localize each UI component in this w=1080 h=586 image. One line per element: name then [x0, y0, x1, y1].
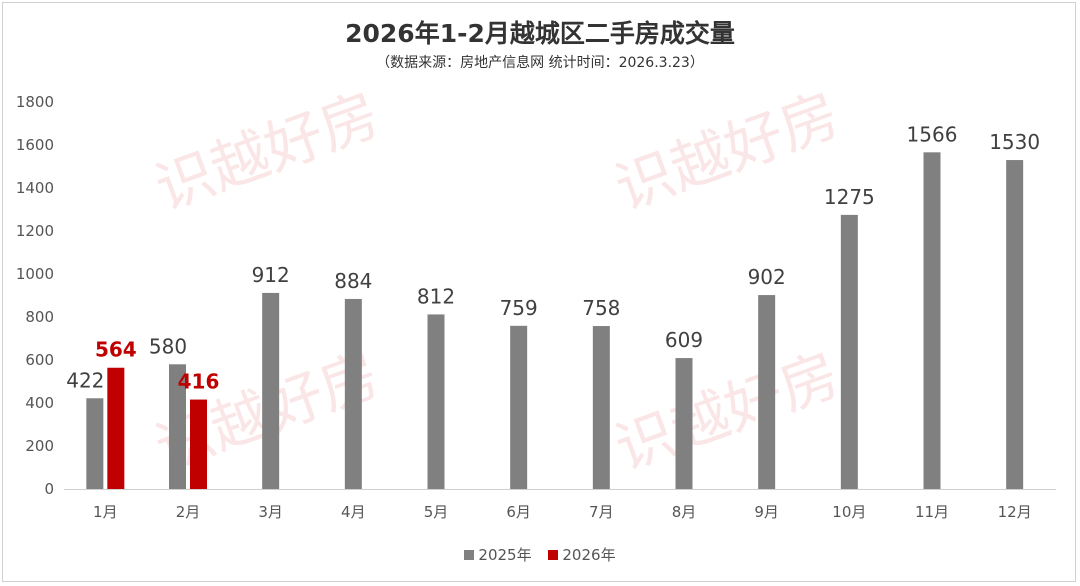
x-tick-label: 3月 [258, 503, 283, 521]
x-tick-label: 6月 [506, 503, 531, 521]
legend-label-2026: 2026年 [562, 546, 616, 564]
y-tick-label: 1400 [16, 179, 54, 197]
data-label-2025: 609 [665, 328, 703, 352]
legend: 2025年 2026年 [0, 544, 1080, 565]
bar-2025 [427, 314, 445, 489]
bar-2025 [923, 152, 941, 489]
x-tick-label: 11月 [915, 503, 949, 521]
data-label-2025: 912 [252, 263, 290, 287]
y-tick-label: 1200 [16, 222, 54, 240]
x-tick-label: 5月 [424, 503, 449, 521]
data-label-2026: 564 [95, 338, 137, 362]
legend-item-2026: 2026年 [548, 544, 616, 565]
x-tick-label: 4月 [341, 503, 366, 521]
legend-item-2025: 2025年 [464, 544, 532, 565]
bar-2025 [1006, 160, 1024, 490]
y-tick-label: 600 [25, 351, 54, 369]
x-tick-label: 8月 [672, 503, 697, 521]
y-tick-label: 1600 [16, 136, 54, 154]
data-label-2025: 422 [66, 368, 104, 392]
watermark-text: 识越好房 [607, 340, 848, 483]
y-tick-label: 200 [25, 437, 54, 455]
y-tick-label: 400 [25, 394, 54, 412]
y-tick-label: 1000 [16, 265, 54, 283]
bar-2025 [86, 398, 104, 489]
data-label-2025: 759 [500, 296, 538, 320]
x-tick-label: 1月 [93, 503, 118, 521]
bar-2025 [592, 326, 610, 489]
bar-2025 [510, 325, 528, 489]
legend-label-2025: 2025年 [478, 546, 532, 564]
y-tick-label: 0 [44, 480, 54, 498]
data-label-2025: 580 [149, 334, 187, 358]
legend-swatch-2026 [548, 549, 559, 560]
data-label-2025: 902 [748, 265, 786, 289]
bar-2025 [675, 358, 693, 489]
watermark-text: 识越好房 [607, 80, 848, 223]
bar-2025 [169, 364, 186, 489]
chart-subtitle: （数据来源：房地产信息网 统计时间：2026.3.23） [376, 55, 704, 71]
data-label-2025: 1566 [907, 122, 958, 146]
data-label-2025: 812 [417, 284, 455, 308]
x-tick-label: 10月 [832, 503, 866, 521]
bar-2025 [840, 214, 858, 489]
bar-2026 [190, 399, 207, 489]
data-label-2025: 1530 [989, 130, 1040, 154]
data-label-2025: 1275 [824, 185, 875, 209]
x-tick-label: 2月 [176, 503, 201, 521]
x-tick-label: 9月 [754, 503, 779, 521]
x-tick-label: 7月 [589, 503, 614, 521]
data-label-2026: 416 [178, 370, 220, 394]
bar-2025 [344, 298, 362, 489]
bar-2025 [758, 295, 776, 489]
data-label-2025: 884 [334, 269, 372, 293]
bar-2025 [262, 292, 280, 489]
x-tick-label: 12月 [998, 503, 1032, 521]
data-label-2025: 758 [582, 296, 620, 320]
y-tick-label: 800 [25, 308, 54, 326]
legend-swatch-2025 [464, 549, 475, 560]
chart-title: 2026年1-2月越城区二手房成交量 [345, 19, 735, 48]
bar-2026 [107, 367, 125, 489]
watermark-text: 识越好房 [147, 80, 388, 223]
y-tick-label: 1800 [16, 93, 54, 111]
